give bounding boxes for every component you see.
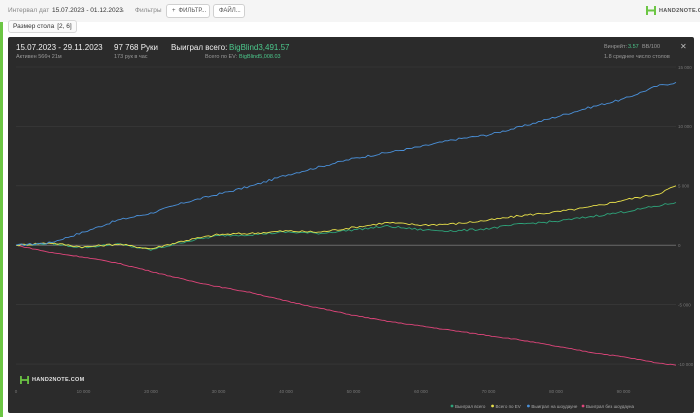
graph-panel: 15.07.2023 - 29.11.2023 Активен 566ч 21м… [8, 37, 694, 413]
x-tick-label-origin: 0 [15, 389, 18, 394]
brand-logo-text: HAND2NOTE.COM [659, 7, 700, 14]
file-button-label: ФАЙЛ... [219, 8, 241, 14]
hand2note-watermark-icon [20, 376, 29, 384]
table-size-label: Размер стола [13, 23, 55, 30]
file-button[interactable]: ФАЙЛ... [213, 4, 245, 18]
ev-total-value: BigBlind5,008.03 [239, 54, 281, 60]
close-icon[interactable]: ✕ [680, 42, 687, 51]
legend-item: Выиграл без шоудауна [581, 404, 635, 409]
filters-label: Фильтры [135, 7, 162, 14]
date-range-title: 15.07.2023 - 29.11.2023 [16, 43, 103, 52]
series-line [15, 185, 677, 250]
series-line [15, 244, 677, 366]
won-total-value: BigBlind3,491.57 [229, 43, 290, 52]
ev-total-label: Всего по EV: [205, 54, 238, 60]
winrate-value: 3.57 [628, 44, 639, 50]
hands-per-hour: 173 рук в час [114, 54, 148, 60]
legend-label: Выиграл без шоудауна [586, 404, 634, 409]
y-tick-label: 10 000 [678, 124, 692, 129]
filter-toolbar: Интервал дат 15.07.2023 - 01.12.2023 ⌄ Ф… [0, 0, 700, 22]
x-tick-label: 20 000 [144, 389, 158, 394]
legend-label: Выиграл всего [455, 404, 486, 409]
y-tick-label: 15 000 [678, 65, 692, 70]
x-tick-label: 30 000 [212, 389, 226, 394]
watermark-text: HAND2NOTE.COM [32, 377, 85, 383]
x-tick-label: 60 000 [414, 389, 428, 394]
brand-logo: HAND2NOTE.COM [646, 6, 700, 15]
table-size-filter-chip[interactable]: Размер стола [2, 6] [8, 20, 77, 33]
won-total-label: Выиграл всего: [171, 43, 228, 52]
plus-icon: + [172, 8, 176, 14]
hands-count: 97 768 Руки [114, 43, 158, 52]
date-interval-picker[interactable]: 15.07.2023 - 01.12.2023 [52, 7, 123, 14]
legend-item: Выиграл всего [450, 404, 486, 409]
y-tick-label: -10 000 [678, 362, 694, 367]
y-tick-label: 5 000 [678, 184, 690, 189]
winrate-unit: BB/100 [642, 44, 661, 50]
accent-strip [0, 0, 3, 417]
legend-swatch [450, 404, 454, 408]
x-tick-label: 40 000 [279, 389, 293, 394]
legend-swatch [527, 404, 530, 408]
legend-label: Всего по EV [496, 404, 521, 409]
legend-item: Выиграл на шоудауне [527, 404, 578, 409]
legend-label: Выиграл на шоудауне [531, 404, 577, 409]
winrate-label: Винрейт: [604, 44, 628, 50]
x-tick-label: 10 000 [77, 389, 91, 394]
date-interval-label: Интервал дат [8, 7, 50, 14]
legend-swatch [581, 404, 585, 408]
series-line [15, 202, 677, 251]
x-tick-label: 90 000 [617, 389, 631, 394]
chevron-down-icon[interactable]: ⌄ [120, 7, 126, 14]
legend-swatch [491, 404, 494, 408]
chart-watermark-logo: HAND2NOTE.COM [20, 376, 84, 384]
filter-button[interactable]: + ФИЛЬТР... [166, 4, 210, 18]
filter-button-label: ФИЛЬТР... [178, 8, 207, 14]
x-tick-label: 50 000 [347, 389, 361, 394]
y-tick-label: -5 000 [678, 302, 691, 307]
winnings-chart: 15 000 10 000 5 000 0 -5 000 -10 000 10 000 20 … [15, 65, 694, 409]
x-tick-label: 80 000 [549, 389, 563, 394]
avg-tables: 1.8 среднее число столов [604, 54, 670, 60]
y-tick-label: 0 [678, 243, 681, 248]
hand2note-logo-icon [646, 6, 656, 15]
table-size-value: [2, 6] [57, 23, 72, 30]
x-tick-label: 70 000 [482, 389, 496, 394]
series-line [15, 82, 677, 246]
legend-item: Всего по EV [491, 404, 521, 409]
active-time: Активен 566ч 21м [16, 54, 62, 60]
